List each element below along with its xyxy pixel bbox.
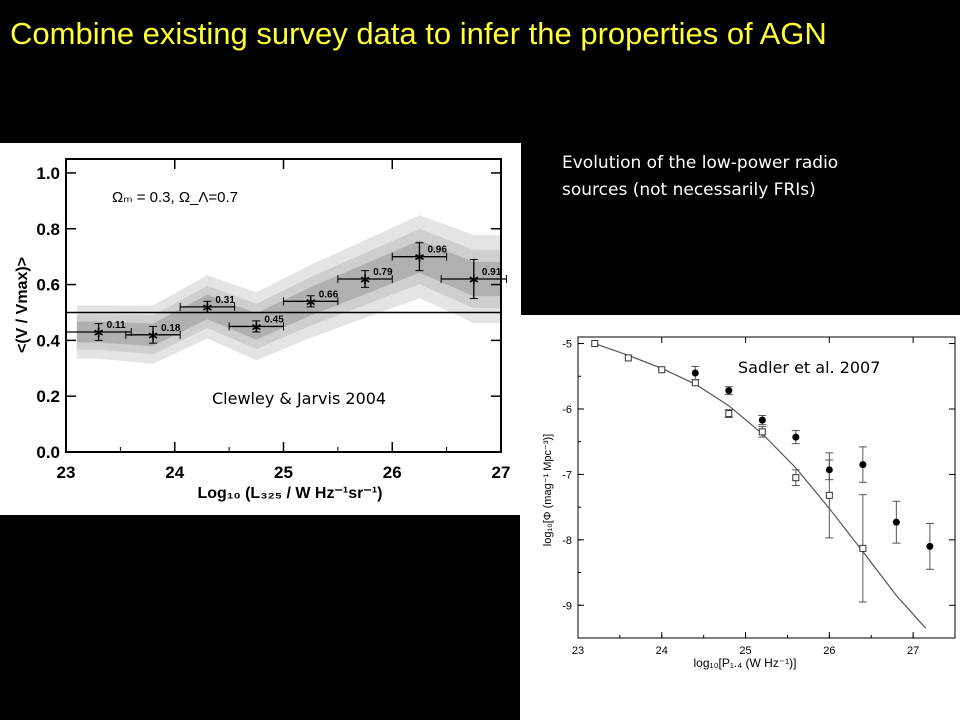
data-point-7: ∗ 0.91 (440, 258, 507, 300)
y-axis-label: log₁₀[Φ (mag⁻¹ Mpc⁻³)] (542, 434, 554, 546)
point-marker: ∗ (202, 299, 214, 315)
filled-circle-marker (725, 387, 733, 395)
open-point-6 (791, 469, 800, 487)
luminosity-function-chart: 23 24 25 26 27 -5 -6 -7 -8 -9 log₁₀[P₁.₄ (W Hz⁻¹)… (542, 336, 956, 670)
point-marker: ∗ (147, 327, 159, 343)
data-point-2: ∗ 0.31 (179, 295, 235, 315)
filled-circle-marker (792, 433, 800, 441)
x-axis-label: Log₁₀ (L₃₂₅ / W Hz⁻¹sr⁻¹) (198, 485, 383, 502)
open-point-3 (691, 379, 699, 387)
filled-point-7 (925, 522, 934, 570)
open-square-marker (792, 474, 800, 482)
point-marker: ∗ (468, 271, 480, 287)
y-tick-label: 0.6 (36, 276, 60, 295)
open-square-marker (591, 340, 599, 348)
open-square-marker (658, 366, 666, 374)
filled-point-2 (758, 415, 767, 426)
y-tick-label: 0.8 (36, 220, 60, 239)
open-point-8 (858, 494, 867, 603)
x-tick-label: 23 (57, 463, 76, 482)
x-tick-label: 23 (572, 645, 584, 657)
redshift-label: 0.31 (215, 295, 235, 306)
x-tick-label: 27 (492, 463, 511, 482)
x-axis-label: log₁₀[P₁.₄ (W Hz⁻¹)] (694, 656, 797, 670)
slide-title: Combine existing survey data to infer th… (10, 16, 827, 51)
x-tick-label: 25 (739, 645, 751, 657)
y-tick-label: -7 (562, 469, 572, 481)
y-tick-label: 0.2 (36, 387, 60, 406)
filled-point-5 (858, 446, 867, 483)
data-point-0: ∗ 0.11 (65, 320, 132, 341)
cosmology-annotation: Ωₘ = 0.3, Ω_Λ=0.7 (112, 189, 238, 206)
x-tick-label: 25 (274, 463, 293, 482)
filled-circle-marker (926, 542, 934, 550)
open-square-marker (758, 428, 766, 436)
credit-sadler: Sadler et al. 2007 (738, 358, 880, 377)
confidence-band-2 (76, 240, 501, 347)
filled-point-3 (791, 430, 800, 445)
plot-frame (577, 336, 956, 639)
y-tick-label: -5 (562, 339, 572, 351)
data-point-6: ∗ 0.96 (391, 242, 447, 272)
open-square-marker (624, 354, 632, 362)
redshift-label: 0.91 (482, 267, 502, 278)
redshift-label: 0.18 (161, 323, 181, 334)
description-text: Evolution of the low-power radio sources… (562, 153, 839, 200)
redshift-label: 0.79 (373, 267, 393, 278)
open-point-1 (624, 354, 632, 362)
open-square-marker (859, 544, 867, 552)
vvmax-chart: ∗ 0.11∗ 0.18∗ 0.31∗ 0.45∗ 0.66∗ 0.79∗ 0.96∗ 0.91… (14, 158, 511, 502)
open-point-2 (658, 366, 666, 374)
y-tick-label: 0.4 (36, 331, 60, 350)
x-tick-label: 26 (383, 463, 402, 482)
x-tick-label: 24 (656, 645, 668, 657)
data-point-1: ∗ 0.18 (125, 323, 181, 344)
redshift-label: 0.66 (319, 289, 339, 300)
redshift-label: 0.11 (107, 320, 126, 331)
point-marker: ∗ (359, 271, 371, 287)
redshift-label: 0.96 (427, 245, 447, 256)
redshift-label: 0.45 (264, 314, 284, 325)
left-chart-panel: ∗ 0.11 ∗ 0.18 ∗ 0.31 ∗ 0.45 ∗ 0.66 ∗ 0.79 ∗ 0.96 ∗ 0.91… (0, 143, 521, 515)
data-point-3: ∗ 0.45 (228, 314, 284, 334)
data-point-4: ∗ 0.66 (283, 289, 339, 309)
filled-circle-marker (691, 369, 699, 377)
right-chart-panel: 23 24 25 26 27 -5 -6 -7 -8 -9 log₁₀[P₁.₄ (W Hz⁻¹)… (520, 315, 960, 720)
filled-point-0 (691, 365, 700, 381)
data-point-5: ∗ 0.79 (337, 267, 393, 288)
open-square-marker (691, 379, 699, 387)
fit-curve (594, 342, 927, 629)
open-square-marker (825, 491, 833, 499)
y-tick-label: -9 (562, 600, 572, 612)
open-square-marker (725, 410, 733, 418)
filled-point-4 (825, 459, 834, 481)
filled-point-1 (724, 386, 733, 396)
x-tick-label: 24 (165, 463, 184, 482)
filled-circle-marker (758, 416, 766, 424)
x-tick-label: 27 (907, 645, 919, 657)
point-marker: ∗ (250, 318, 262, 334)
credit-clewley-jarvis: Clewley & Jarvis 2004 (212, 389, 386, 408)
open-point-4 (724, 409, 733, 418)
open-point-5 (758, 426, 767, 438)
point-marker: ∗ (305, 293, 317, 309)
filled-circle-marker (859, 461, 867, 469)
y-axis-label: <(V / Vmax)> (14, 257, 31, 353)
y-tick-label: 1.0 (36, 164, 60, 183)
x-tick-label: 26 (823, 645, 835, 657)
y-tick-label: -6 (562, 404, 572, 416)
filled-point-6 (892, 500, 901, 544)
point-marker: ∗ (93, 324, 105, 340)
open-point-0 (591, 340, 599, 348)
filled-circle-marker (825, 466, 833, 474)
y-tick-label: -8 (562, 535, 572, 547)
filled-circle-marker (892, 518, 900, 526)
y-tick-label: 0.0 (36, 443, 60, 462)
point-marker: ∗ (414, 249, 426, 265)
